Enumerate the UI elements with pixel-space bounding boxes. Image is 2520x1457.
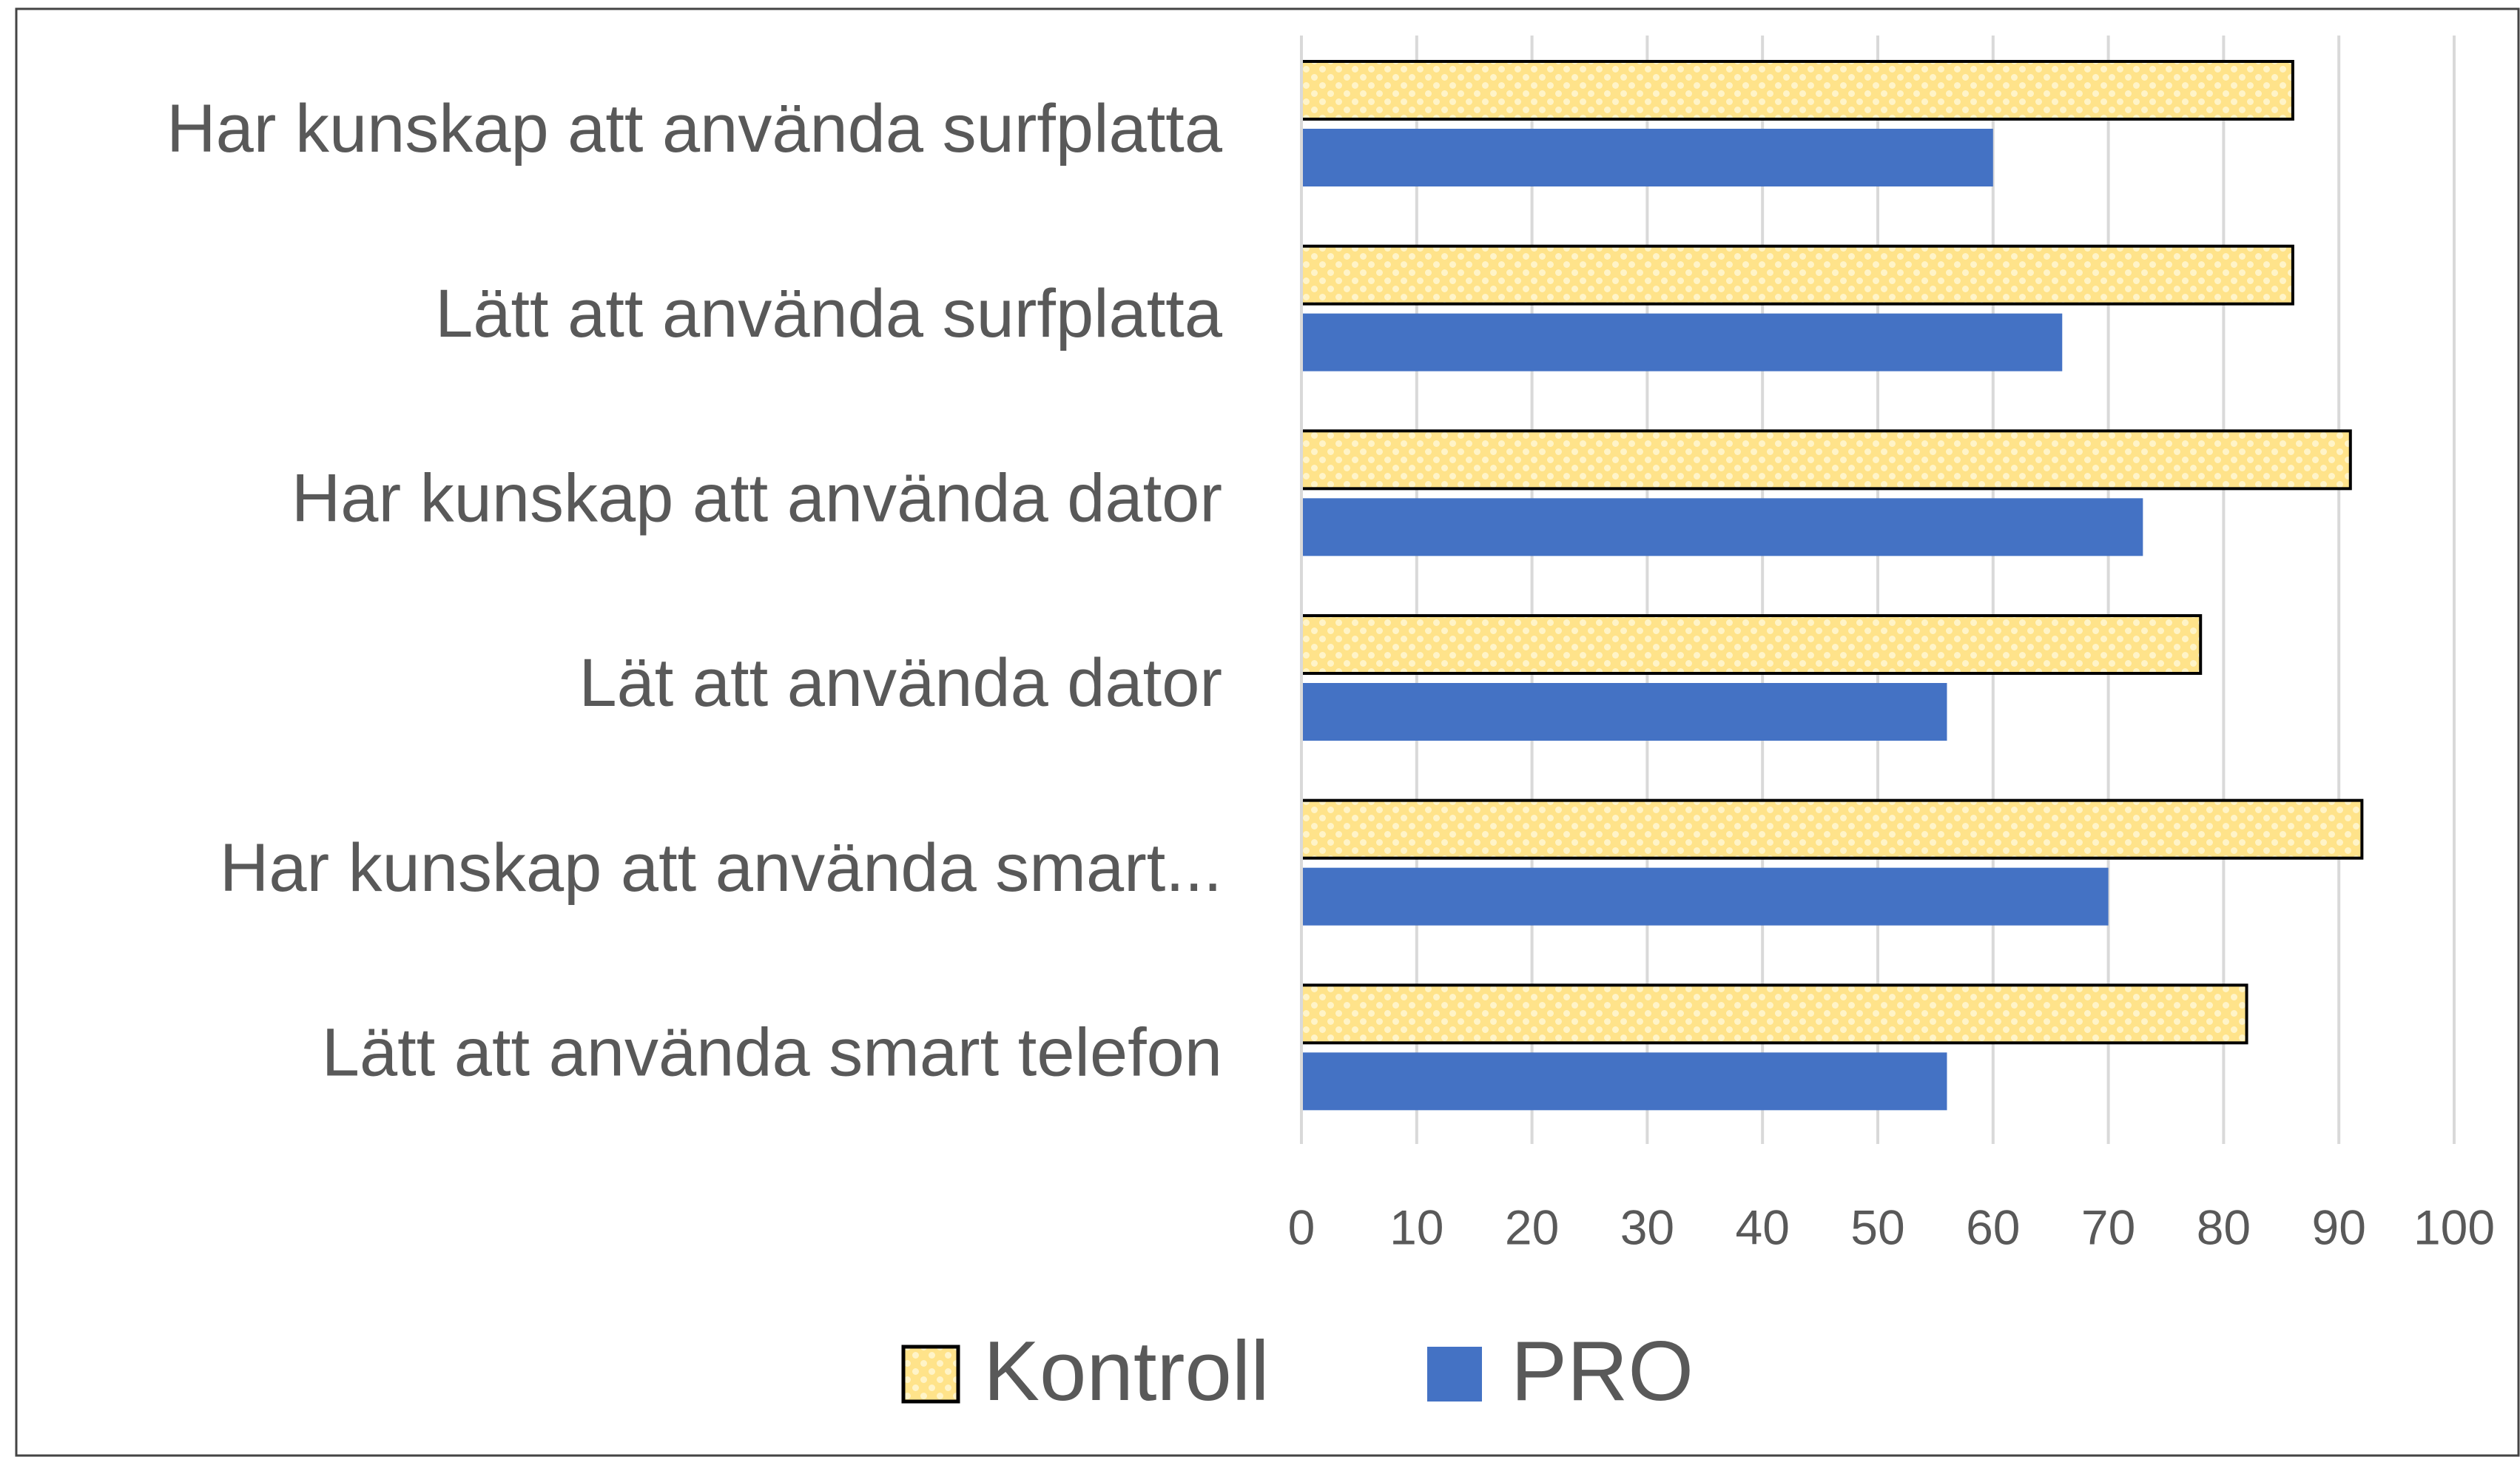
bar bbox=[1300, 60, 2294, 121]
x-tick-label: 80 bbox=[2197, 1199, 2251, 1254]
bar bbox=[1300, 244, 2294, 306]
bar bbox=[1300, 798, 2364, 860]
x-tick-label: 20 bbox=[1505, 1199, 1559, 1254]
y-tick-label: Har kunskap att använda dator bbox=[292, 460, 1222, 536]
y-tick-label: Har kunskap att använda surfplatta bbox=[166, 91, 1223, 166]
y-tick-label: Lätt att använda smart telefon bbox=[322, 1014, 1222, 1090]
x-tick-label: 100 bbox=[2413, 1199, 2495, 1254]
x-tick-label: 70 bbox=[2081, 1199, 2135, 1254]
x-tick-label: 90 bbox=[2311, 1199, 2365, 1254]
legend-label: PRO bbox=[1511, 1325, 1694, 1419]
legend-swatch bbox=[901, 1345, 960, 1404]
bar bbox=[1301, 683, 1947, 741]
y-tick-label: Har kunskap att använda smart... bbox=[220, 830, 1222, 906]
x-tick-label: 10 bbox=[1389, 1199, 1443, 1254]
bar bbox=[1300, 983, 2248, 1045]
x-tick-label: 60 bbox=[1966, 1199, 2020, 1254]
bar bbox=[1301, 1052, 1947, 1111]
x-tick-label: 50 bbox=[1850, 1199, 1904, 1254]
y-tick-label: Lätt att använda surfplatta bbox=[435, 276, 1223, 351]
bar bbox=[1300, 429, 2352, 491]
legend-label: Kontroll bbox=[983, 1325, 1270, 1419]
x-tick-label: 40 bbox=[1735, 1199, 1789, 1254]
bar bbox=[1301, 129, 1993, 186]
y-tick-label: Lät att använda dator bbox=[579, 645, 1222, 721]
bar bbox=[1301, 867, 2109, 926]
chart-border bbox=[15, 7, 2520, 1457]
bar bbox=[1301, 498, 2143, 556]
bar bbox=[1301, 313, 2063, 371]
legend-swatch bbox=[1427, 1347, 1482, 1402]
x-tick-label: 30 bbox=[1620, 1199, 1674, 1254]
x-tick-label: 0 bbox=[1288, 1199, 1315, 1254]
bar bbox=[1300, 614, 2203, 675]
